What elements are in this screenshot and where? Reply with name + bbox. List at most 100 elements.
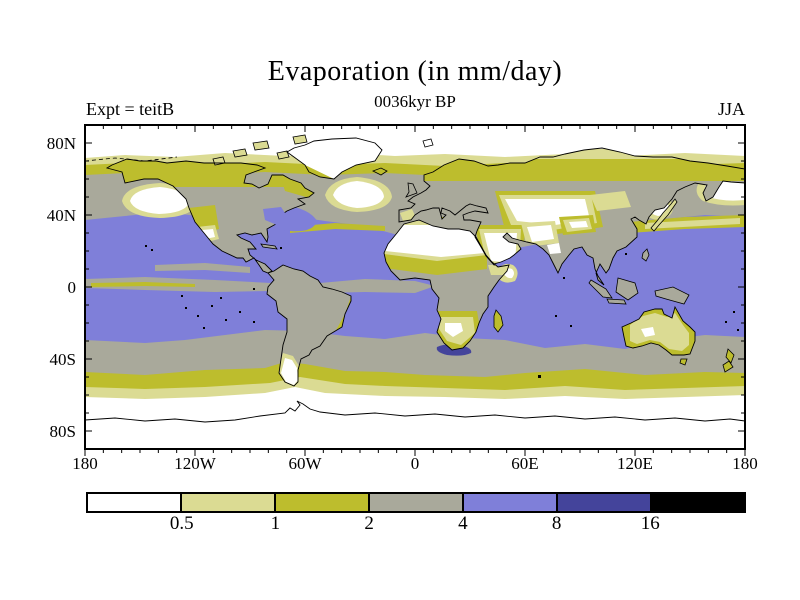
coastline [383,219,510,351]
contour-patch [320,279,435,293]
land-overlay [384,254,487,275]
island-speck [181,295,183,297]
island [722,360,734,373]
island [422,138,434,148]
x-tick-label: 180 [732,454,758,473]
island-speck [185,307,187,309]
land-overlay [527,225,554,242]
land-overlay [547,243,561,254]
island-speck [280,247,282,249]
x-tick-label: 60W [288,454,322,473]
contour-patch [155,263,250,273]
island-speck [151,249,153,251]
land-overlay [641,327,655,337]
land-overlay [488,265,509,275]
colorbar-boundary-label: 4 [458,513,468,534]
sea-ice-edge [84,156,178,162]
island [493,309,504,333]
island-speck [203,327,205,329]
y-tick-label: 80S [50,422,76,441]
colorbar-cell [464,494,558,511]
time-label: 0036kyr BP [374,92,456,111]
land-overlay [399,159,745,181]
island [292,134,308,145]
island [232,148,248,158]
land-overlay [590,191,631,211]
island [405,182,418,198]
island [276,150,290,160]
colorbar-boundary-label: 2 [364,513,374,534]
land-overlay [400,209,416,221]
colorbar-boundary-label: 8 [551,513,562,534]
coastline [266,264,352,387]
figure-title: Evaporation (in mm/day) [267,56,563,87]
antarctica-coastline [84,400,746,423]
island-speck [563,277,565,279]
colorbar-boundary-label: 16 [640,513,660,534]
x-tick-label: 180 [72,454,98,473]
season-label: JJA [717,99,745,119]
island [260,243,278,250]
colorbar-boundary-label: 0.5 [169,513,194,534]
colorbar-boundary-label: 1 [270,513,281,534]
coastline [398,147,746,286]
island-speck [737,329,739,331]
colorbar-cells [88,494,744,511]
island-speck [225,319,227,321]
island-speck [555,315,557,317]
contour-patch [263,207,289,225]
land-overlay [569,221,588,228]
land-overlay [280,175,314,199]
island-speck [220,297,222,299]
land-overlay [385,225,485,257]
island [606,298,627,305]
x-tick-label: 120E [617,454,653,473]
island [641,248,650,262]
map-plot: 180 120W 60W 0 60E 120E 180 80N 40N 0 40S 80S [47,124,758,473]
x-tick-label: 0 [411,454,420,473]
contour-patch [91,282,195,287]
colorbar-cell [88,494,182,511]
x-tick-label: 120W [174,454,217,473]
island-speck [197,315,199,317]
land-overlay [630,313,689,351]
island-speck [733,311,735,313]
island-speck [570,325,572,327]
island [615,277,639,301]
island-speck [725,321,727,323]
colorbar: 0.5 1 2 4 8 16 [86,492,746,534]
island-speck [253,288,255,290]
island-speck [239,311,241,313]
island [252,140,270,151]
y-tick-label: 0 [68,278,77,297]
contour-patch [645,218,740,229]
land-overlay [445,323,463,337]
island [650,198,678,232]
island [679,358,688,366]
y-tick-label: 80N [47,134,76,153]
contour-patch [130,187,189,214]
island-speck [625,253,627,255]
experiment-label: Expt = teitB [86,99,175,119]
contour-patch [538,375,541,378]
x-tick-label: 60E [511,454,538,473]
island [654,286,690,305]
land-overlay [281,358,298,385]
coastline [621,305,696,356]
island-speck [145,245,147,247]
y-tick-label: 40S [50,350,76,369]
colorbar-cell [182,494,276,511]
colorbar-cell [370,494,464,511]
island [372,167,388,176]
island-speck [211,305,213,307]
island [588,279,613,299]
colorbar-cell [558,494,652,511]
island-speck [253,321,255,323]
island [725,348,735,364]
coastline [286,137,383,180]
contour-patch [333,181,384,208]
colorbar-cell [652,494,744,511]
y-tick-label: 40N [47,206,76,225]
coastline [105,158,315,274]
